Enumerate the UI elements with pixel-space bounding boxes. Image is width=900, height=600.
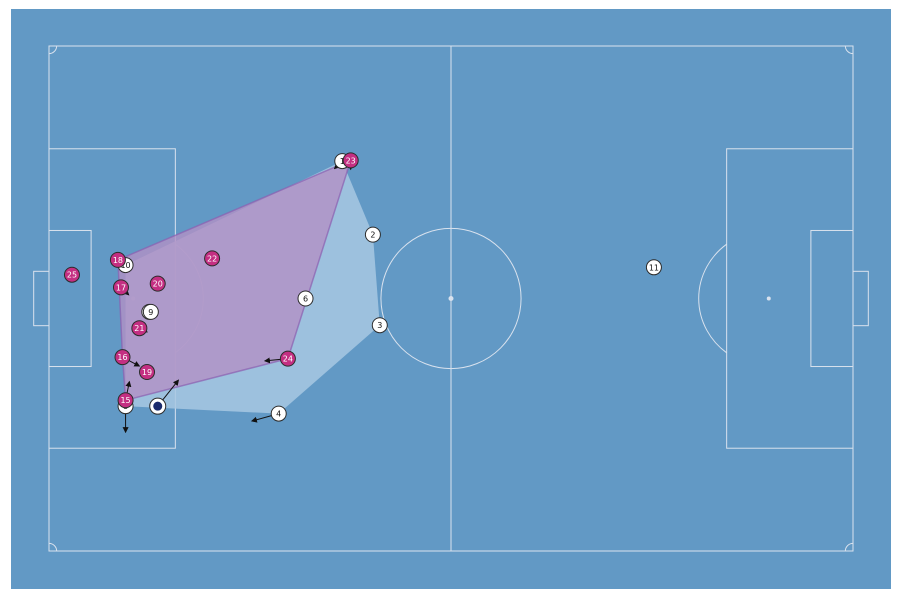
attacking-player-3-marker [371, 317, 388, 334]
defending-player-19[interactable]: 19 [139, 364, 156, 381]
corner-arc-top-left [48, 45, 58, 55]
defending-player-20-number: 20 [153, 280, 163, 289]
defending-player-25[interactable]: 25 [63, 266, 80, 283]
defending-player-15[interactable]: 15 [117, 392, 134, 409]
right-goal [852, 270, 869, 327]
defending-player-16[interactable]: 16 [114, 349, 131, 366]
attacking-player-6[interactable]: 6 [297, 290, 314, 307]
defending-player-17-number: 17 [116, 283, 126, 292]
attacking-player-9[interactable]: 9 [142, 303, 159, 320]
attacking-player-11[interactable]: 11 [645, 259, 662, 276]
corner-arc-bottom-left [48, 542, 58, 552]
defending-player-21-marker [131, 320, 148, 337]
defending-player-15-number: 15 [120, 396, 130, 405]
ball[interactable] [149, 397, 167, 415]
defending-player-24[interactable]: 24 [279, 350, 296, 367]
defending-player-17-marker [112, 279, 129, 296]
attacking-player-9-number: 9 [148, 308, 153, 317]
defending-player-15-marker [117, 392, 134, 409]
attacking-player-3-number: 3 [377, 321, 382, 330]
attacking-player-6-marker [297, 290, 314, 307]
defending-player-22[interactable]: 22 [204, 250, 221, 267]
defending-player-24-marker [279, 350, 296, 367]
players: 1234568910111516171819202122232425 [63, 152, 662, 422]
defending-player-23-number: 23 [346, 156, 356, 165]
attacking-player-11-number: 11 [649, 263, 659, 272]
defending-player-21[interactable]: 21 [131, 320, 148, 337]
attacking-player-9-marker [142, 303, 159, 320]
centre-circle [380, 227, 522, 370]
ball-core [153, 401, 163, 411]
defending-player-19-marker [139, 364, 156, 381]
right-penalty-spot [766, 296, 771, 301]
defending-player-18-number: 18 [113, 256, 123, 265]
attacking-player-4-number: 4 [276, 410, 281, 419]
defending-player-22-number: 22 [207, 254, 217, 263]
defending-player-18[interactable]: 18 [109, 251, 126, 268]
defending-player-19-number: 19 [142, 368, 152, 377]
centre-spot [448, 296, 454, 301]
defending-player-17[interactable]: 17 [112, 279, 129, 296]
defending-player-20-marker [149, 275, 166, 292]
defending-player-24-number: 24 [283, 355, 293, 364]
attacking-player-2-number: 2 [370, 231, 375, 240]
defending-player-20[interactable]: 20 [149, 275, 166, 292]
attacking-player-1-number: 1 [340, 157, 345, 166]
defending-player-23[interactable]: 23 [342, 152, 359, 169]
attacking-player-3[interactable]: 3 [371, 317, 388, 334]
attacking-player-11-marker [645, 259, 662, 276]
team-shapes [117, 159, 380, 414]
defending-player-16-marker [114, 349, 131, 366]
defending-player-22-marker [204, 250, 221, 267]
defending-player-18-marker [109, 251, 126, 268]
defending-player-21-number: 21 [134, 324, 144, 333]
attacking-player-10-number: 10 [120, 261, 130, 270]
attacking-player-6-number: 6 [303, 295, 308, 304]
corner-arc-top-right [844, 45, 854, 55]
attacking-player-2-marker [364, 226, 381, 243]
right-penalty-arc [698, 243, 727, 354]
defending-player-25-marker [63, 266, 80, 283]
defending-player-16-number: 16 [117, 353, 127, 362]
attacking-player-2[interactable]: 2 [364, 226, 381, 243]
defending-player-25-number: 25 [67, 271, 77, 280]
left-goal [33, 270, 50, 327]
defending-team-shape [117, 159, 352, 402]
attacking-player-4-marker [270, 405, 287, 422]
attacking-player-4[interactable]: 4 [270, 405, 287, 422]
corner-arc-bottom-right [844, 542, 854, 552]
defending-player-23-marker [342, 152, 359, 169]
